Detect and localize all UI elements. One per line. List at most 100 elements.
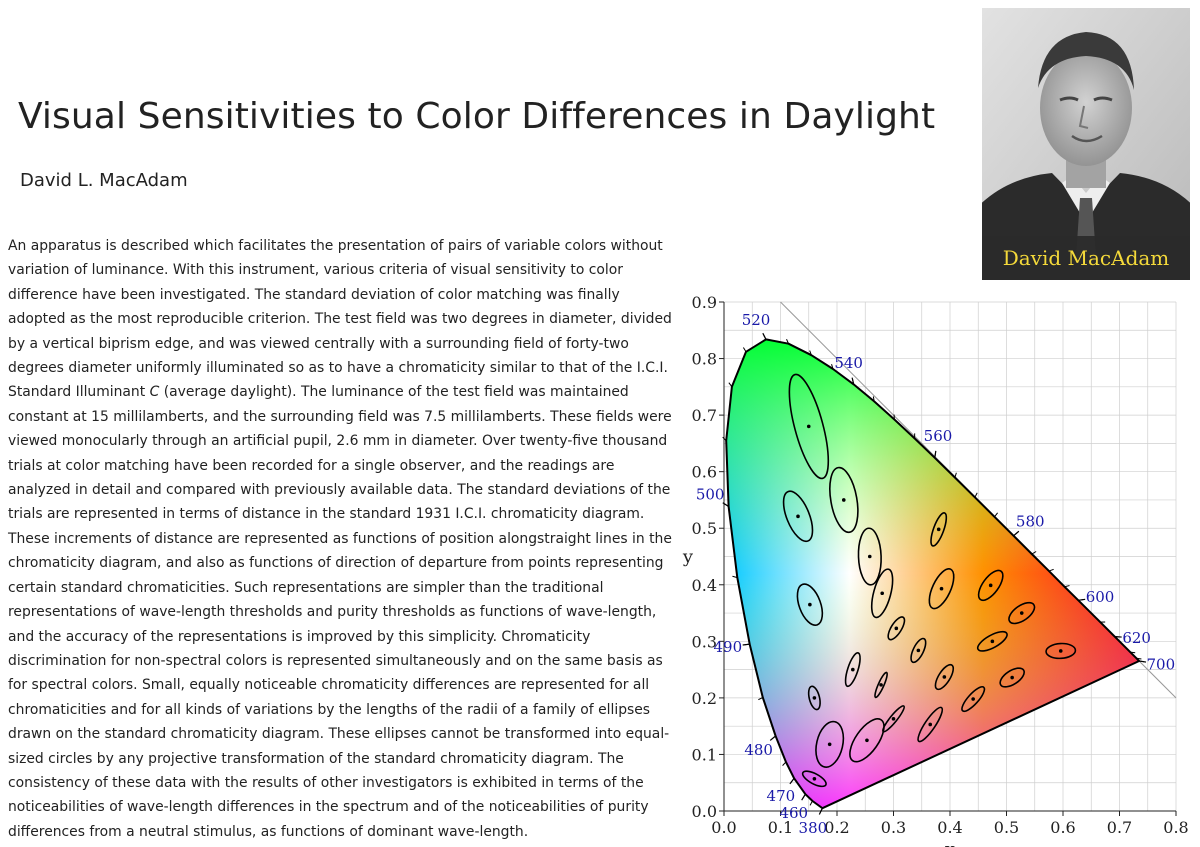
x-tick-label: 0.4 (937, 818, 962, 837)
macadam-ellipse (910, 637, 927, 664)
abstract-part-2: (average daylight). The luminance of the… (8, 384, 672, 840)
chart-axes: 0.0 0.1 0.2 0.3 0.4 0.5 0.6 0.7 0.8 0.0 0.1 0.2 0.3 0… (682, 293, 1189, 847)
macadam-ellipse (796, 583, 824, 626)
ellipse-center-point (808, 602, 812, 607)
macadam-ellipse (829, 466, 859, 534)
ellipse-center-point (928, 722, 933, 727)
locus-tick (1130, 651, 1136, 654)
wavelength-label: 500 (696, 486, 725, 504)
locus-tick (1031, 551, 1037, 555)
ellipse-center-point (867, 554, 872, 559)
ellipse-center-point (865, 738, 869, 743)
locus-tick (782, 761, 787, 766)
wavelength-label: 380 (799, 819, 828, 837)
y-tick-label: 0.9 (692, 293, 717, 312)
ellipse-center-point (894, 626, 899, 631)
page-title: Visual Sensitivities to Color Difference… (18, 96, 936, 137)
locus-tick (763, 334, 767, 340)
macadam-ellipse (801, 770, 827, 788)
ellipse-center-point (942, 675, 947, 679)
portrait-image (982, 8, 1190, 280)
y-tick-label: 0.5 (692, 519, 717, 538)
y-tick-label: 0.7 (692, 406, 717, 425)
locus-tick (1064, 585, 1070, 588)
locus-tick (1048, 568, 1054, 572)
y-tick-label: 0.2 (692, 689, 717, 708)
wavelength-label: 520 (742, 311, 771, 329)
x-tick-label: 0.8 (1163, 818, 1188, 837)
spectral-locus-outline (725, 338, 1141, 810)
ellipse-center-point (1010, 675, 1014, 680)
author-portrait: David MacAdam (982, 8, 1190, 280)
locus-tick (1136, 657, 1142, 660)
locus-tick (1139, 660, 1145, 663)
locus-tick (728, 382, 733, 388)
wavelength-label: 560 (924, 427, 953, 445)
locus-tick (994, 512, 998, 518)
macadam-ellipse (928, 568, 955, 610)
locus-tick (790, 778, 795, 783)
macadam-ellipse (977, 569, 1004, 602)
y-tick-label: 0.6 (692, 463, 717, 482)
x-tick-label: 0.3 (881, 818, 906, 837)
ellipse-center-point (851, 667, 855, 672)
abstract-illuminant-letter: C (149, 384, 160, 401)
locus-tick (934, 452, 937, 458)
locus-tick (732, 575, 738, 579)
ellipse-group (782, 373, 1077, 788)
y-tick-label: 0.8 (692, 350, 717, 369)
locus-tick (771, 735, 776, 740)
macadam-ellipse (887, 616, 906, 641)
ellipse-center-point (971, 697, 975, 701)
ellipse-center-point (827, 742, 832, 747)
macadam-ellipse (934, 663, 955, 691)
portrait-caption: David MacAdam (1002, 246, 1170, 270)
wavelength-label: 480 (744, 741, 773, 759)
ellipse-center-point (988, 583, 993, 588)
locus-tick (809, 800, 813, 806)
macadam-ellipse (844, 652, 861, 688)
x-tick-label: 0.2 (824, 818, 849, 837)
locus-tick (809, 350, 812, 356)
ellipse-center-point (1058, 649, 1063, 653)
author-name: David L. MacAdam (20, 170, 188, 191)
locus-tick (974, 492, 978, 498)
macadam-ellipse (930, 512, 948, 547)
locus-tick (819, 807, 823, 813)
locus-tick (1078, 599, 1084, 601)
ellipse-center-point (936, 527, 941, 532)
ellipse-center-point (939, 586, 944, 591)
locus-tick (852, 379, 855, 385)
y-axis-label: y (682, 547, 694, 568)
ellipse-center-point (841, 498, 846, 502)
macadam-ellipse (961, 686, 986, 713)
ellipse-center-point (1019, 611, 1024, 615)
wavelength-label: 470 (767, 787, 796, 805)
y-tick-label: 0.4 (692, 576, 717, 595)
macadam-ellipse (849, 718, 885, 763)
x-tick-label: 0.1 (768, 818, 793, 837)
x-tick-label: 0.7 (1107, 818, 1132, 837)
macadam-ellipse (999, 667, 1025, 688)
x-tick-label: 0.5 (994, 818, 1019, 837)
locus-tick (1013, 532, 1018, 537)
y-tick-label: 0.1 (692, 745, 717, 764)
locus-tick (831, 364, 834, 370)
macadam-ellipse (1045, 642, 1077, 660)
wavelength-label: 700 (1147, 655, 1176, 673)
locus-tick (954, 472, 957, 478)
chromaticity-diagram: 0.0 0.1 0.2 0.3 0.4 0.5 0.6 0.7 0.8 0.0 0.1 0.2 0.3 0… (682, 293, 1189, 847)
wavelength-label: 620 (1122, 629, 1151, 647)
locus-tick (872, 396, 875, 402)
locus-tick (742, 347, 747, 353)
macadam-ellipse (815, 720, 845, 768)
locus-tick (724, 503, 729, 507)
wavelength-label: 580 (1016, 512, 1045, 530)
ellipse-center-point (880, 591, 884, 596)
y-tick-label: 0.3 (692, 632, 717, 651)
wavelength-label: 490 (713, 638, 742, 656)
y-tick-label: 0.0 (692, 802, 717, 821)
macadam-ellipse (807, 685, 821, 711)
macadam-ellipse (857, 527, 882, 586)
